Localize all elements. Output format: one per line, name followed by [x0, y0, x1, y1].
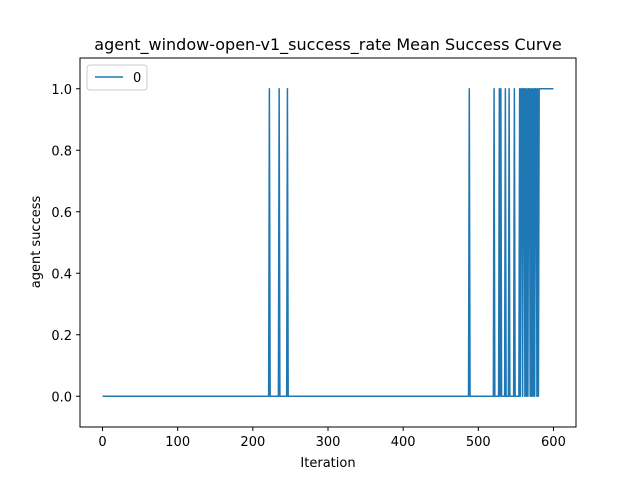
x-tick-label: 600	[541, 435, 566, 450]
series-layer	[102, 88, 554, 397]
x-axis-label: Iteration	[300, 456, 355, 471]
x-tick-label: 100	[165, 435, 190, 450]
y-tick-label: 0.2	[51, 329, 72, 344]
legend-entry-label: 0	[133, 71, 141, 86]
y-tick-label: 0.6	[51, 206, 72, 221]
x-tick-label: 300	[316, 435, 341, 450]
series-line-0	[102, 88, 554, 397]
y-tick-label: 0.4	[51, 267, 72, 282]
x-tick-label: 0	[98, 435, 106, 450]
x-tick-label: 200	[240, 435, 265, 450]
plot-area: 0 100 200 300 400 500 600 0.0 0.2 0.4 0.6 0.8 1.0	[51, 57, 577, 450]
legend: 0	[86, 64, 148, 91]
x-tick-label: 400	[391, 435, 416, 450]
x-tick-label: 500	[466, 435, 491, 450]
y-tick-label: 1.0	[51, 83, 72, 98]
y-tick-label: 0.8	[51, 144, 72, 159]
y-tick-label: 0.0	[51, 390, 72, 405]
y-axis-label: agent success	[29, 196, 44, 289]
y-axis-ticks: 0.0 0.2 0.4 0.6 0.8 1.0	[51, 83, 80, 405]
chart-title: agent_window-open-v1_success_rate Mean S…	[94, 35, 561, 55]
x-axis-ticks: 0 100 200 300 400 500 600	[98, 427, 566, 450]
